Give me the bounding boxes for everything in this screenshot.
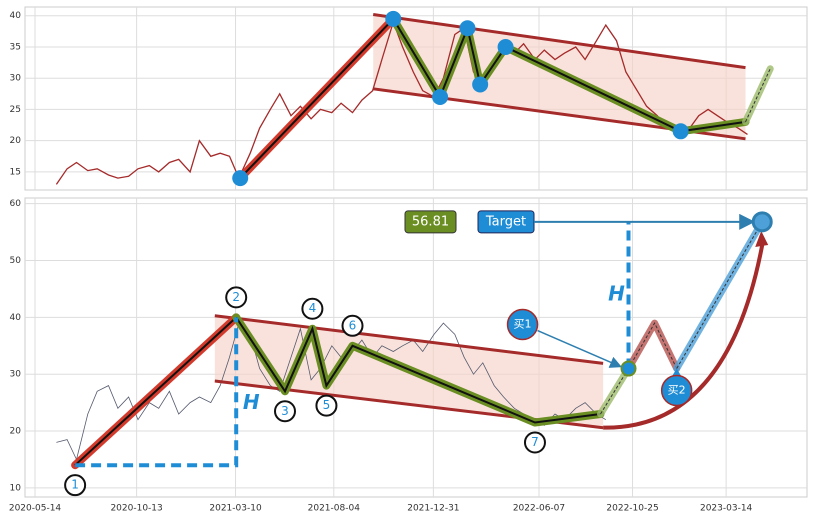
- target-label: Target: [485, 214, 526, 229]
- forecast-arrowhead: [755, 230, 769, 247]
- measure-label: H: [608, 282, 625, 306]
- y-tick-label: 15: [10, 167, 21, 177]
- y-tick-label: 40: [10, 11, 22, 21]
- y-tick-label: 10: [10, 483, 22, 493]
- pivot-label: 7: [531, 435, 539, 449]
- target-value: 56.81: [412, 214, 449, 229]
- y-tick-label: 60: [10, 199, 22, 209]
- channel-line: [214, 314, 604, 365]
- pivot-label: 4: [309, 301, 317, 315]
- projection-core: [600, 368, 629, 415]
- impulse-line-core: [239, 18, 395, 179]
- pivot-dot: [432, 88, 449, 105]
- pivot-dot: [672, 123, 689, 140]
- x-tick-label: 2021-08-04: [308, 504, 361, 514]
- price-line: [56, 322, 607, 461]
- projection-line: [742, 65, 774, 126]
- y-tick-label: 50: [10, 256, 22, 266]
- pivot-label: 5: [323, 398, 331, 412]
- impulse-line-core: [74, 316, 237, 466]
- x-tick-label: 2022-10-25: [606, 504, 658, 514]
- target-point: [751, 211, 773, 233]
- y-tick-label: 30: [10, 370, 22, 380]
- pivot-label: 2: [232, 290, 240, 304]
- y-tick-label: 20: [10, 427, 22, 437]
- buy-marker: [660, 374, 693, 407]
- forecast-curve: [603, 244, 765, 430]
- y-tick-label: 30: [10, 74, 22, 84]
- buy-point: [620, 360, 637, 377]
- price-line: [55, 19, 748, 185]
- zigzag-line-core: [235, 316, 601, 424]
- y-tick-label: 25: [10, 105, 21, 115]
- buy-arrow: [537, 329, 622, 368]
- pivot-label-ring: [523, 431, 546, 454]
- buy-label: 买2: [668, 384, 686, 397]
- pivot-label-ring: [64, 474, 87, 497]
- pivot-dot: [232, 170, 249, 187]
- measure-line: [75, 317, 239, 468]
- x-tick-label: 2020-10-13: [110, 504, 162, 514]
- projection-core: [676, 221, 763, 369]
- x-tick-label: 2021-03-10: [209, 504, 262, 514]
- pivot-label-ring: [301, 297, 324, 320]
- x-tick-label: 2020-05-14: [9, 504, 62, 514]
- buy-label: 买1: [514, 318, 532, 331]
- buy-marker: [506, 308, 539, 341]
- pivot-label-ring: [315, 394, 338, 417]
- x-tick-label: 2022-06-07: [513, 504, 565, 514]
- pivot-dot: [385, 10, 402, 27]
- pivot-label-ring: [273, 400, 296, 423]
- x-tick-label: 2021-12-31: [407, 504, 459, 514]
- pivot-dot: [459, 20, 476, 37]
- pivot-dot: [497, 38, 514, 55]
- y-tick-label: 20: [10, 136, 22, 146]
- pivot-label: 6: [349, 318, 357, 332]
- measure-label: H: [243, 390, 260, 414]
- channel-line: [372, 13, 746, 70]
- pivot-label: 3: [281, 404, 289, 418]
- pivot-label: 1: [71, 478, 79, 492]
- projection-core: [628, 322, 678, 369]
- y-tick-label: 40: [10, 313, 22, 323]
- x-tick-label: 2023-03-14: [700, 504, 753, 514]
- target-value-box: [404, 210, 457, 234]
- y-tick-label: 35: [10, 42, 21, 52]
- pivot-label-ring: [341, 314, 364, 337]
- pivot-label-ring: [225, 286, 248, 309]
- pivot-dot: [472, 76, 489, 93]
